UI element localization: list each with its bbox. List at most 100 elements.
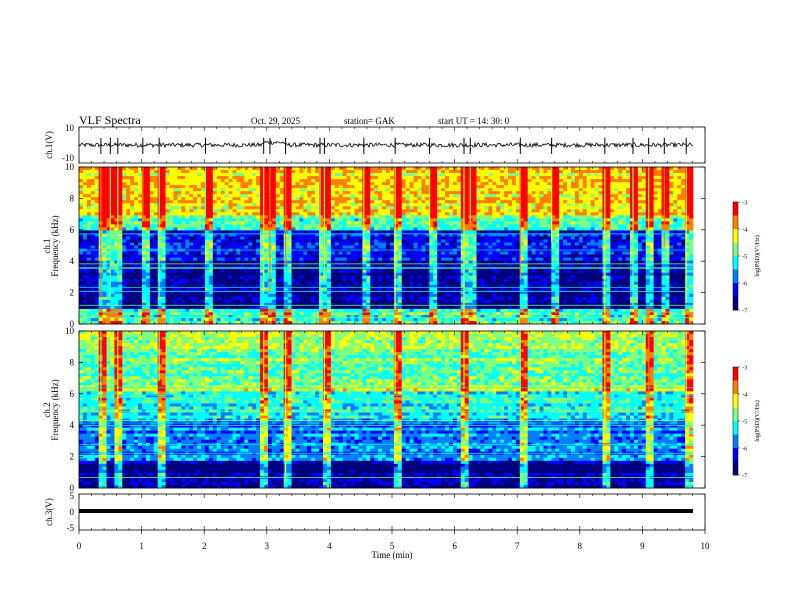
spec1-cell-16-118 xyxy=(543,215,548,219)
spec1-cell-20-73 xyxy=(366,227,371,231)
spec1-cell-7-18 xyxy=(149,188,155,192)
spec1-cell-14-79 xyxy=(389,209,395,213)
spec1-cell-2-148 xyxy=(661,173,666,177)
spec1-cell-9-9 xyxy=(114,194,119,198)
spec1-cell-5-71 xyxy=(358,182,363,186)
spec1-cell-28-116 xyxy=(535,251,540,255)
spec1-cell-22-130 xyxy=(590,233,595,237)
spec1-cell-16-3 xyxy=(90,215,96,219)
spec1-cell-14-74 xyxy=(370,209,375,213)
spec1-cell-11-151 xyxy=(673,200,678,204)
spec1-cell-29-49 xyxy=(271,254,277,258)
spec1-cell-11-138 xyxy=(622,200,627,204)
spec1-cell-6-55 xyxy=(295,185,300,189)
spec1-cell-5-68 xyxy=(346,182,351,186)
spec1-cell-21-124 xyxy=(567,230,572,234)
spec1-cell-24-49 xyxy=(271,239,277,243)
spec1-cell-23-0 xyxy=(79,236,84,240)
spec1-cell-7-15 xyxy=(138,188,143,192)
spec1-cell-9-76 xyxy=(378,194,383,198)
spec1-cell-8-137 xyxy=(618,191,623,195)
spec1-cell-18-10 xyxy=(118,221,123,225)
spec1-cell-9-1 xyxy=(82,194,88,198)
spec1-cell-26-34 xyxy=(212,245,218,249)
spec1-cell-26-43 xyxy=(248,245,253,249)
spec1-cell-20-37 xyxy=(224,227,229,231)
spec1-cell-11-121 xyxy=(555,200,560,204)
spec1-cell-29-135 xyxy=(610,254,615,258)
spec1-cell-20-3 xyxy=(90,227,96,231)
spec1-cell-9-23 xyxy=(169,194,174,198)
spec1-cell-15-35 xyxy=(216,212,221,216)
spec1-cell-29-2 xyxy=(86,254,92,258)
spec1-cell-21-45 xyxy=(256,230,261,234)
spec1-cell-30-14 xyxy=(134,257,139,261)
spec1-cell-4-131 xyxy=(594,179,599,183)
spec1-cell-2-58 xyxy=(307,173,312,177)
spec1-cell-3-1 xyxy=(82,176,88,180)
spec1-cell-22-120 xyxy=(551,233,556,237)
spec1-cell-4-60 xyxy=(315,179,320,183)
spec1-cell-1-97 xyxy=(460,170,466,174)
spec1-cell-17-73 xyxy=(366,218,371,222)
spec1-cell-30-134 xyxy=(606,257,611,261)
spec1-cell-9-12 xyxy=(126,194,131,198)
spec1-cell-19-44 xyxy=(252,224,257,228)
spec1-cell-13-114 xyxy=(527,206,532,210)
spec1-cell-20-32 xyxy=(204,227,210,231)
spec1-cell-9-153 xyxy=(681,194,686,198)
spec1-cell-17-23 xyxy=(169,218,174,222)
spec1-cell-14-14 xyxy=(134,209,139,213)
spec1-cell-6-13 xyxy=(130,185,135,189)
spec1-cell-24-144 xyxy=(645,239,651,243)
spec1-cell-11-84 xyxy=(409,200,414,204)
spec1-cell-28-3 xyxy=(90,251,96,255)
spec1-cell-9-146 xyxy=(653,194,658,198)
spec1-cell-16-141 xyxy=(633,215,639,219)
spec1-cell-21-25 xyxy=(177,230,182,234)
spec1-cell-19-87 xyxy=(421,224,426,228)
spec1-cell-10-43 xyxy=(248,197,253,201)
spec1-cell-23-77 xyxy=(382,236,387,240)
spec1-cell-6-26 xyxy=(181,185,186,189)
spec1-cell-7-82 xyxy=(401,188,406,192)
spec1-cell-18-87 xyxy=(421,221,426,225)
spec1-cell-30-123 xyxy=(563,257,568,261)
spec1-cell-5-93 xyxy=(445,182,450,186)
spec1-cell-5-60 xyxy=(315,182,320,186)
spec1-cell-15-58 xyxy=(307,212,312,216)
spec1-cell-30-90 xyxy=(433,257,438,261)
spec1-cell-9-130 xyxy=(590,194,595,198)
spec1-cell-26-130 xyxy=(590,245,595,249)
spec1-cell-16-11 xyxy=(122,215,127,219)
spec1-cell-13-2 xyxy=(86,206,92,210)
spec1-cell-23-109 xyxy=(508,236,513,240)
spec1-cell-12-117 xyxy=(539,203,544,207)
spec1-cell-18-114 xyxy=(527,221,532,225)
spec1-cell-10-141 xyxy=(633,197,639,201)
spec1-cell-24-7 xyxy=(106,239,111,243)
spec1-cell-4-84 xyxy=(409,179,414,183)
spec1-cell-18-23 xyxy=(169,221,174,225)
spec1-cell-0-101 xyxy=(476,167,481,171)
spec1-cell-20-98 xyxy=(464,227,469,231)
spec1-cell-13-14 xyxy=(134,206,139,210)
spec1-cell-1-121 xyxy=(555,170,560,174)
spec1-cell-6-37 xyxy=(224,185,229,189)
spec1-cell-8-71 xyxy=(358,191,363,195)
spec1-cell-30-108 xyxy=(504,257,509,261)
spec1-cell-15-9 xyxy=(114,212,119,216)
spec1-cell-7-72 xyxy=(362,188,367,192)
spec1-cell-12-10 xyxy=(118,203,123,207)
spec1-cell-20-61 xyxy=(319,227,324,231)
spec1-cell-5-130 xyxy=(590,182,595,186)
spec1-cell-8-49 xyxy=(271,191,277,195)
spec1-cell-6-117 xyxy=(539,185,544,189)
spec1-cell-20-47 xyxy=(263,227,269,231)
spec1-cell-15-108 xyxy=(504,212,509,216)
spec1-cell-10-75 xyxy=(374,197,379,201)
spec1-cell-9-119 xyxy=(547,194,552,198)
spec1-cell-29-150 xyxy=(669,254,674,258)
spec1-cell-16-136 xyxy=(614,215,619,219)
spec1-cell-1-6 xyxy=(102,170,107,174)
